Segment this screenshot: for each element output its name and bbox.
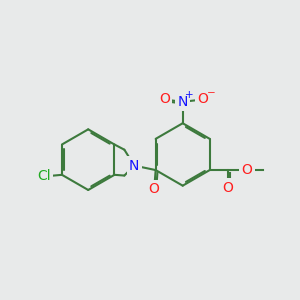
Text: N: N bbox=[178, 95, 188, 109]
Text: N: N bbox=[129, 159, 140, 172]
Text: O: O bbox=[223, 181, 234, 195]
Text: O: O bbox=[241, 163, 252, 177]
Text: −: − bbox=[207, 88, 216, 98]
Text: +: + bbox=[184, 90, 193, 100]
Text: Cl: Cl bbox=[37, 169, 51, 183]
Text: O: O bbox=[197, 92, 208, 106]
Text: O: O bbox=[149, 182, 160, 197]
Text: O: O bbox=[159, 92, 170, 106]
